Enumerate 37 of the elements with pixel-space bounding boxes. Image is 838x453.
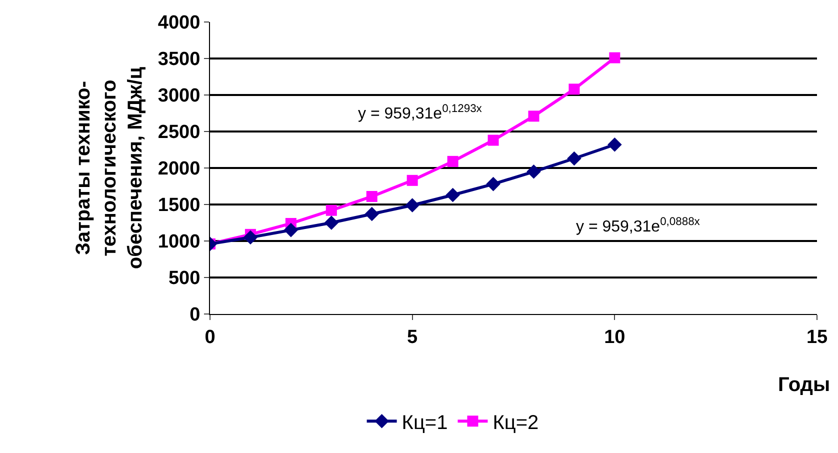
x-axis-title: Годы [778, 374, 830, 396]
point [567, 151, 582, 166]
point [364, 206, 380, 222]
y-tick-label: 1000 [158, 232, 200, 253]
point [486, 176, 500, 192]
y-tick-label: 4000 [158, 12, 200, 34]
x-tick-label: 0 [204, 326, 216, 348]
y-tick-label: 3000 [158, 86, 200, 107]
point [406, 174, 418, 186]
point [609, 52, 620, 64]
annotation: y = 959,31e$^{0,0888x}$ [576, 216, 700, 236]
point [526, 164, 541, 179]
point [568, 84, 580, 95]
x-tick-label: 10 [604, 326, 626, 348]
y-tick-label: 2000 [158, 158, 200, 180]
point [608, 137, 622, 152]
point [488, 134, 499, 146]
y-tick-label: 2500 [158, 122, 200, 144]
annotation: y = 959,31e$^{0,1293x}$ [358, 103, 482, 123]
point [326, 204, 337, 216]
y-tick-label: 500 [168, 268, 200, 290]
y-tick-label: 3500 [158, 49, 200, 70]
point [366, 190, 378, 202]
legend-label: Кц=2 [492, 412, 539, 434]
point [446, 188, 460, 202]
x-tick-label: 5 [407, 326, 418, 348]
point [284, 222, 298, 238]
point [324, 216, 339, 230]
y-tick-label: 0 [190, 304, 200, 326]
point [405, 198, 420, 212]
y-tick-label: 1500 [158, 195, 200, 216]
y-axis-title: Затраты технико- технологического обеспечения, МДж/ц [72, 66, 146, 270]
point [447, 156, 458, 167]
point [243, 230, 258, 244]
legend-label: Кц=1 [402, 412, 448, 434]
point [528, 110, 540, 122]
x-tick-label: 15 [806, 326, 828, 348]
